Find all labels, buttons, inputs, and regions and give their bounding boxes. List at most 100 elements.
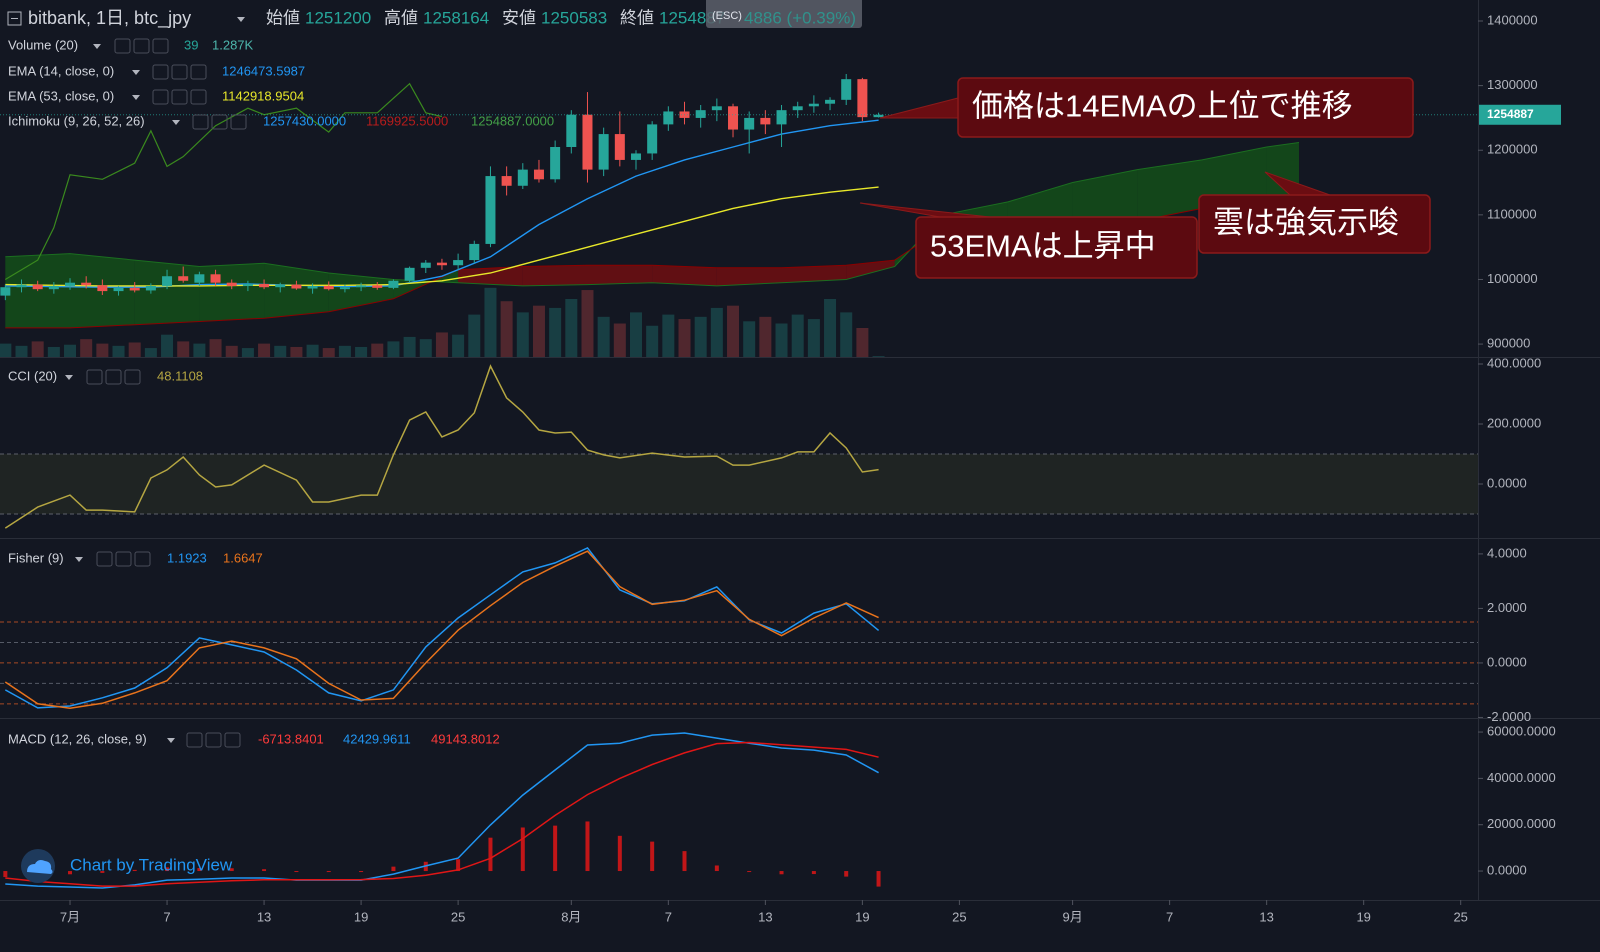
candle-body <box>453 260 464 266</box>
y-tick-label: 2.0000 <box>1487 600 1527 615</box>
histogram-bar <box>520 827 525 872</box>
legend-icon[interactable] <box>152 89 169 105</box>
legend-icon[interactable] <box>211 114 228 130</box>
legend-icon[interactable] <box>190 64 207 80</box>
candle-body <box>647 124 658 154</box>
ohlc-value: 1250583 <box>541 8 607 27</box>
legend-name: EMA (53, close, 0) <box>8 88 114 103</box>
volume-bar <box>694 316 707 357</box>
legend-value: 39 <box>184 37 198 52</box>
legend-icon[interactable] <box>152 64 169 80</box>
dropdown-caret[interactable] <box>93 44 101 49</box>
y-tick-label: 1400000 <box>1487 12 1538 27</box>
volume-bar <box>629 312 642 357</box>
legend-icon[interactable] <box>105 369 122 385</box>
volume-bar <box>500 301 513 357</box>
watermark-cloud[interactable] <box>27 860 53 874</box>
y-tick-label: 1000000 <box>1487 271 1538 286</box>
price-tag-label: 1254887 <box>1487 107 1534 121</box>
dropdown-caret[interactable] <box>65 375 73 380</box>
indicator-line <box>4 546 880 709</box>
collapse-icon[interactable] <box>7 11 22 26</box>
legend-value: 49143.8012 <box>431 731 500 746</box>
legend-name: MACD (12, 26, close, 9) <box>8 731 147 746</box>
legend-icon[interactable] <box>205 732 222 748</box>
ichimoku-cloud <box>264 263 329 319</box>
volume-bar <box>759 316 772 357</box>
dropdown-caret[interactable] <box>172 120 180 125</box>
candle-body <box>32 284 43 290</box>
dropdown-caret[interactable] <box>237 17 245 22</box>
legend-value: 1257430.0000 <box>263 113 346 128</box>
ohlc-label: 安値 <box>502 8 536 27</box>
legend-icon[interactable] <box>171 64 188 80</box>
candle-body <box>792 106 803 111</box>
candle-body <box>598 134 609 170</box>
legend-icon[interactable] <box>86 369 103 385</box>
x-tick-label: 19 <box>354 909 368 924</box>
volume-bar <box>565 298 578 357</box>
volume-bar <box>355 346 368 357</box>
candle-body <box>372 285 383 288</box>
volume-bar <box>435 332 448 357</box>
histogram-bar <box>262 869 267 872</box>
tooltip-box <box>706 0 862 28</box>
legend-icon[interactable] <box>124 369 141 385</box>
dropdown-caret[interactable] <box>167 738 175 743</box>
candle-body <box>469 243 480 261</box>
dropdown-caret[interactable] <box>132 95 140 100</box>
legend-icon[interactable] <box>115 551 132 567</box>
ichimoku-cloud <box>1202 147 1267 209</box>
legend-icon[interactable] <box>186 732 203 748</box>
legend-icon[interactable] <box>134 551 151 567</box>
macd-line <box>5 732 879 889</box>
candle-body <box>776 110 787 125</box>
candle-body <box>178 276 189 281</box>
histogram-bar <box>617 835 622 872</box>
x-tick-label: 8月 <box>561 909 581 924</box>
annotation-box <box>915 216 1198 279</box>
ichimoku-cloud <box>1072 169 1138 225</box>
histogram-bar <box>811 871 816 875</box>
candle-body <box>404 267 415 281</box>
volume-bar <box>581 290 594 357</box>
ichimoku-cloud <box>199 263 265 322</box>
legend-icon[interactable] <box>152 38 169 54</box>
dropdown-caret[interactable] <box>75 557 83 562</box>
legend-icon[interactable] <box>190 89 207 105</box>
histogram-bar <box>197 868 202 872</box>
volume-bar <box>549 307 562 357</box>
candle-body <box>129 287 140 291</box>
candle-body <box>711 106 722 111</box>
legend-name: Fisher (9) <box>8 550 64 565</box>
candle-body <box>16 284 27 288</box>
watermark[interactable]: Chart by TradingView <box>70 855 233 874</box>
ichimoku-cloud <box>716 267 782 286</box>
volume-bar <box>15 345 28 357</box>
histogram-bar <box>585 821 590 872</box>
legend-name: EMA (14, close, 0) <box>8 63 114 78</box>
legend-icon[interactable] <box>192 114 209 130</box>
legend-icon[interactable] <box>224 732 241 748</box>
volume-bar <box>662 314 675 357</box>
x-tick-label: 25 <box>451 909 465 924</box>
legend-icon[interactable] <box>230 114 247 130</box>
volume-bar <box>225 345 238 357</box>
legend-icon[interactable] <box>133 38 150 54</box>
candle-body <box>760 117 771 125</box>
annotation-box <box>1198 194 1431 254</box>
legend-value: 1.287K <box>212 37 254 52</box>
legend-icon[interactable] <box>96 551 113 567</box>
dropdown-caret[interactable] <box>132 70 140 75</box>
y-tick-label: -2.0000 <box>1487 709 1531 724</box>
ohlc-value: 1251200 <box>305 8 371 27</box>
candle-body <box>226 282 237 286</box>
volume-bar <box>112 345 125 357</box>
legend-icon[interactable] <box>171 89 188 105</box>
candle-body <box>436 262 447 266</box>
volume-bar <box>613 323 626 357</box>
y-tick-label: 1300000 <box>1487 77 1538 92</box>
candle-body <box>339 287 350 290</box>
legend-icon[interactable] <box>114 38 131 54</box>
